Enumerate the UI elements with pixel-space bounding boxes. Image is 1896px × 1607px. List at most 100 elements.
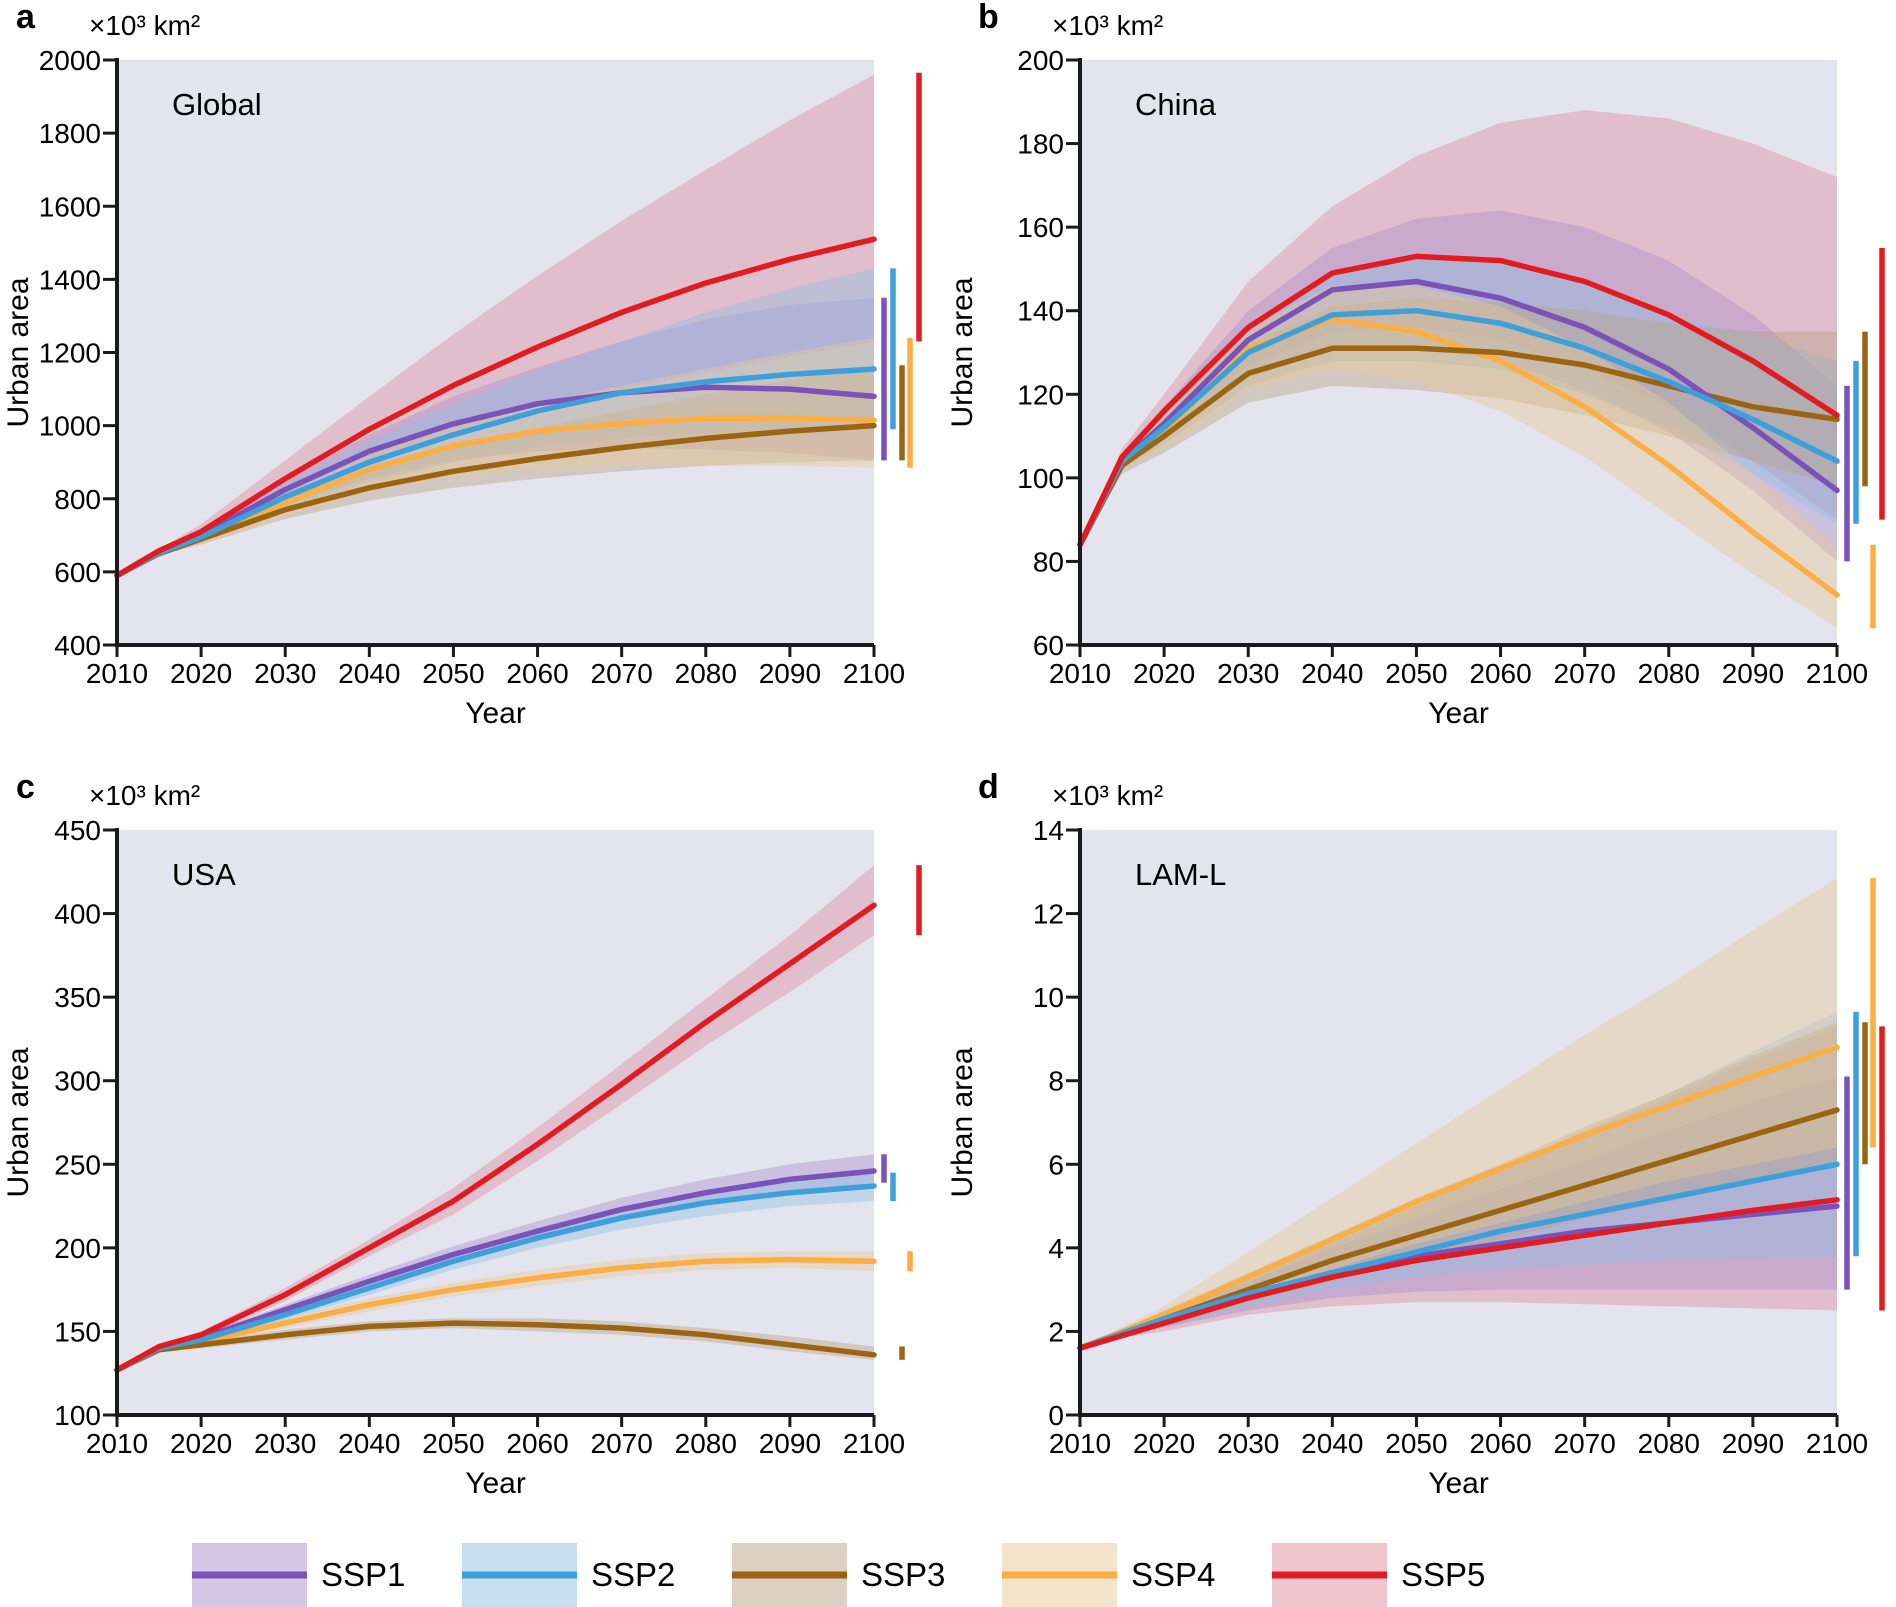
legend-item-SSP4: SSP4 (1002, 1543, 1215, 1607)
y-tick-label: 250 (54, 1149, 101, 1180)
series-line-SSP2 (114, 1183, 877, 1373)
panel-d: 0 2 4 6 8 10 12 14 2010 2020 2030 2040 2050 2060 2070 2… (946, 768, 1885, 1500)
y-tick-label: 400 (54, 899, 101, 930)
region-label: LAM-L (1135, 857, 1226, 892)
y-tick-label: 100 (54, 1400, 101, 1431)
unit-label: ×10³ km² (1052, 10, 1163, 41)
y-axis-label: Urban area (2, 277, 35, 427)
x-tick-label: 2040 (1301, 658, 1363, 689)
x-tick-label: 2080 (675, 1428, 737, 1459)
legend-item-SSP2: SSP2 (462, 1543, 675, 1607)
series-line-SSP2 (114, 366, 877, 579)
y-tick-label: 800 (54, 484, 101, 515)
panel-letter: c (16, 768, 35, 806)
y-tick-label: 8 (1048, 1066, 1064, 1097)
x-tick-label: 2010 (1049, 658, 1111, 689)
series-line-SSP2 (1077, 1161, 1840, 1351)
series-line-SSP5 (1077, 1197, 1840, 1351)
x-tick-label: 2020 (170, 1428, 232, 1459)
y-tick-label: 4 (1048, 1233, 1064, 1264)
x-tick-label: 2100 (843, 658, 905, 689)
x-tick-label: 2050 (422, 658, 484, 689)
x-tick-label: 2010 (86, 658, 148, 689)
region-label: Global (172, 87, 262, 122)
y-axis-label: Urban area (946, 277, 979, 427)
x-tick-label: 2100 (843, 1428, 905, 1459)
legend-label: SSP5 (1401, 1556, 1485, 1593)
x-tick-label: 2060 (506, 658, 568, 689)
y-axis-label: Urban area (946, 1047, 979, 1197)
legend-label: SSP4 (1131, 1556, 1215, 1593)
unit-label: ×10³ km² (1052, 780, 1163, 811)
band-SSP4 (1080, 878, 1837, 1349)
legend-label: SSP3 (861, 1556, 945, 1593)
x-tick-label: 2070 (1554, 658, 1616, 689)
y-axis-label: Urban area (2, 1047, 35, 1197)
y-tick-label: 300 (54, 1066, 101, 1097)
y-tick-label: 14 (1033, 815, 1064, 846)
y-tick-label: 1200 (39, 338, 101, 369)
x-tick-label: 2080 (1638, 1428, 1700, 1459)
plot-area (117, 60, 874, 645)
y-tick-label: 1400 (39, 264, 101, 295)
series-line-SSP5 (1077, 253, 1840, 548)
legend-item-SSP5: SSP5 (1272, 1543, 1485, 1607)
legend-label: SSP2 (591, 1556, 675, 1593)
x-tick-label: 2050 (1385, 658, 1447, 689)
y-tick-label: 200 (1017, 45, 1064, 76)
y-tick-label: 140 (1017, 296, 1064, 327)
x-tick-label: 2010 (1049, 1428, 1111, 1459)
band-SSP5 (1080, 110, 1837, 545)
band-SSP5 (1080, 1026, 1837, 1349)
y-tick-label: 6 (1048, 1149, 1064, 1180)
series-line-SSP2 (1077, 307, 1840, 548)
x-axis-label: Year (465, 697, 526, 730)
x-tick-label: 2080 (675, 658, 737, 689)
x-tick-label: 2040 (1301, 1428, 1363, 1459)
y-tick-label: 600 (54, 557, 101, 588)
band-SSP5 (117, 74, 874, 576)
x-tick-label: 2020 (1133, 658, 1195, 689)
panel-letter: b (978, 0, 999, 36)
x-tick-label: 2010 (86, 1428, 148, 1459)
y-tick-label: 100 (1017, 463, 1064, 494)
panel-letter: d (978, 768, 999, 806)
y-tick-label: 2 (1048, 1316, 1064, 1347)
x-tick-label: 2050 (422, 1428, 484, 1459)
legend: SSP1 SSP2 SSP3 SSP4 SSP5 (192, 1543, 1485, 1607)
panel-c: 100 150 200 250 300 350 400 450 2010 2020 2030 2040… (2, 768, 922, 1500)
y-tick-label: 1000 (39, 411, 101, 442)
y-tick-label: 200 (54, 1233, 101, 1264)
region-label: China (1135, 87, 1217, 122)
y-tick-label: 12 (1033, 899, 1064, 930)
unit-label: ×10³ km² (89, 10, 200, 41)
legend-label: SSP1 (321, 1556, 405, 1593)
band-SSP4 (117, 337, 874, 576)
y-tick-label: 60 (1033, 630, 1064, 661)
x-tick-label: 2060 (506, 1428, 568, 1459)
x-tick-label: 2070 (591, 658, 653, 689)
y-tick-label: 1800 (39, 118, 101, 149)
y-tick-label: 400 (54, 630, 101, 661)
x-tick-label: 2020 (1133, 1428, 1195, 1459)
x-axis-label: Year (1428, 1467, 1489, 1500)
x-tick-label: 2080 (1638, 658, 1700, 689)
x-tick-label: 2090 (1722, 658, 1784, 689)
x-axis-label: Year (465, 1467, 526, 1500)
x-tick-label: 2090 (759, 658, 821, 689)
y-tick-label: 2000 (39, 45, 101, 76)
band-SSP1 (1080, 210, 1837, 562)
y-tick-label: 450 (54, 815, 101, 846)
band-SSP4 (1080, 285, 1837, 629)
x-tick-label: 2100 (1806, 1428, 1868, 1459)
series-line-SSP4 (1077, 1044, 1840, 1351)
y-tick-label: 0 (1048, 1400, 1064, 1431)
legend-item-SSP1: SSP1 (192, 1543, 405, 1607)
y-tick-label: 80 (1033, 546, 1064, 577)
band-SSP2 (1080, 1011, 1837, 1349)
x-tick-label: 2020 (170, 658, 232, 689)
series-line-SSP3 (114, 1320, 877, 1373)
panel-b: 60 80 100 120 140 160 180 200 2010 2020 2030 2040 20… (946, 0, 1885, 730)
region-label: USA (172, 857, 236, 892)
